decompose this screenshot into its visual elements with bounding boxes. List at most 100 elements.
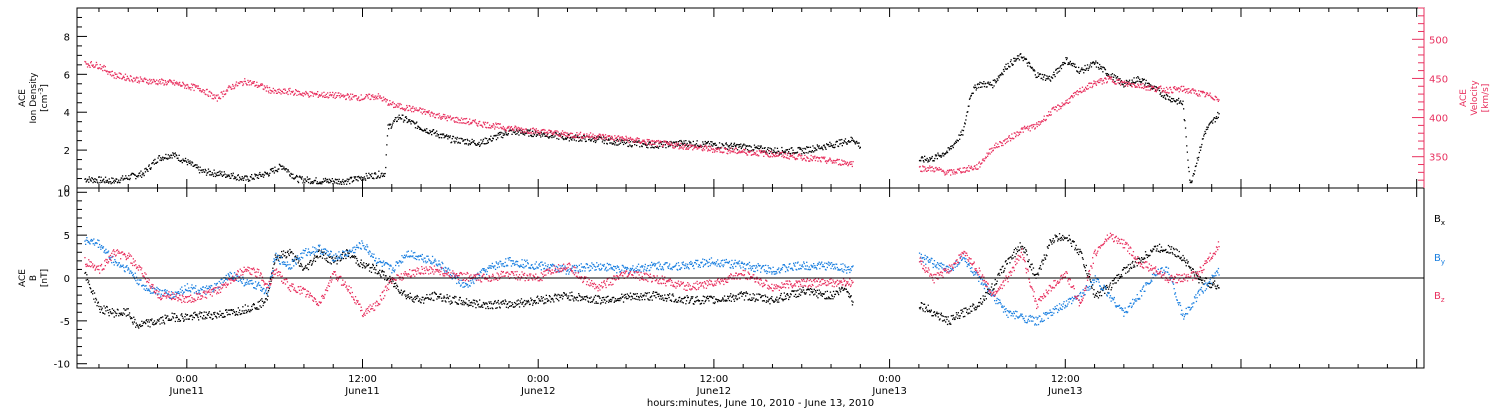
ion-density-point [266, 173, 268, 175]
ion-density-point [812, 145, 814, 147]
velocity-point [226, 89, 228, 91]
ion-density-point [921, 156, 923, 158]
bx-point [92, 290, 94, 292]
bx-point [722, 297, 724, 299]
bx-point [730, 293, 732, 295]
ion-density-point [781, 150, 784, 152]
ion-density-point [278, 168, 280, 170]
bx-point [540, 300, 542, 302]
velocity-point [806, 157, 808, 159]
velocity-point [639, 142, 642, 144]
velocity-point [118, 76, 120, 79]
bx-point [1088, 273, 1090, 275]
bx-point [249, 309, 252, 311]
velocity-point [303, 92, 306, 94]
ion-density-point [357, 180, 359, 182]
velocity-point [576, 134, 579, 136]
ion-density-point [1057, 67, 1059, 70]
velocity-point [768, 150, 770, 152]
bx-point [543, 302, 546, 304]
velocity-point [231, 88, 233, 90]
velocity-point [683, 146, 685, 148]
ion-density-point [647, 143, 650, 145]
ion-density-point [1162, 96, 1164, 99]
ion-density-point [660, 143, 663, 145]
bx-point [181, 315, 183, 317]
bx-point [132, 323, 134, 325]
velocity-point [399, 108, 402, 110]
bx-point [798, 295, 800, 298]
ion-density-point [1010, 59, 1012, 61]
bx-point [158, 318, 161, 320]
velocity-point [1166, 91, 1168, 93]
bx-point [624, 293, 627, 296]
bx-point [638, 297, 640, 299]
bx-point [980, 303, 982, 305]
ion-density-point [474, 142, 476, 145]
ion-density-point [137, 174, 140, 177]
bx-point [846, 290, 849, 293]
ion-density-point [260, 175, 262, 177]
bx-point [128, 312, 131, 314]
velocity-point [92, 64, 94, 66]
bx-point [826, 297, 828, 299]
ion-density-point [588, 139, 590, 141]
bx-point [413, 301, 415, 303]
ion-density-point [941, 153, 944, 155]
bx-point [347, 255, 350, 258]
ion-density-point [254, 175, 257, 177]
bx-point [336, 263, 338, 265]
ion-density-point [944, 153, 946, 155]
velocity-point [430, 112, 432, 114]
bx-point [172, 317, 175, 319]
velocity-point [648, 139, 650, 141]
bx-point [983, 299, 986, 301]
bx-point [1050, 241, 1052, 243]
ion-density-point [1155, 86, 1157, 88]
bx-point [533, 301, 536, 303]
bx-point [532, 304, 534, 306]
velocity-point [713, 149, 715, 151]
bx-point [667, 294, 669, 296]
ion-density-point [373, 173, 376, 175]
bx-point [1058, 233, 1061, 235]
ion-density-point [1139, 78, 1141, 81]
velocity-point [281, 90, 283, 93]
bx-point [372, 264, 374, 267]
velocity-point [1181, 85, 1183, 87]
velocity-point [256, 86, 259, 88]
velocity-point [1123, 80, 1126, 82]
ion-density-point [689, 141, 691, 143]
ion-density-point [758, 148, 760, 150]
velocity-point [665, 142, 668, 144]
ion-density-point [741, 146, 743, 148]
velocity-point [284, 89, 287, 91]
ion-density-point [243, 177, 245, 179]
ion-density-point [680, 139, 682, 142]
bx-point [1127, 271, 1129, 273]
bx-point [99, 308, 101, 310]
ion-density-point [737, 144, 739, 146]
velocity-point [568, 136, 570, 139]
bx-point [1075, 244, 1077, 247]
bx-point [658, 293, 660, 295]
bx-point [363, 265, 366, 267]
bx-point [400, 289, 402, 291]
velocity-point [1059, 106, 1061, 108]
bx-point [1072, 241, 1075, 243]
ion-density-point [322, 181, 324, 183]
velocity-point [1058, 105, 1061, 107]
velocity-point [589, 136, 591, 138]
ion-density-point [436, 130, 438, 132]
bx-point [588, 301, 590, 303]
ion-density-point [416, 121, 418, 123]
velocity-point [355, 95, 357, 97]
bx-point [1039, 265, 1042, 267]
ion-density-point [1058, 70, 1061, 72]
ion-density-point [232, 174, 234, 176]
bx-point [607, 295, 609, 297]
ion-density-point [469, 143, 471, 146]
velocity-point [423, 111, 425, 113]
velocity-point [810, 154, 812, 157]
ion-density-point [541, 135, 544, 137]
